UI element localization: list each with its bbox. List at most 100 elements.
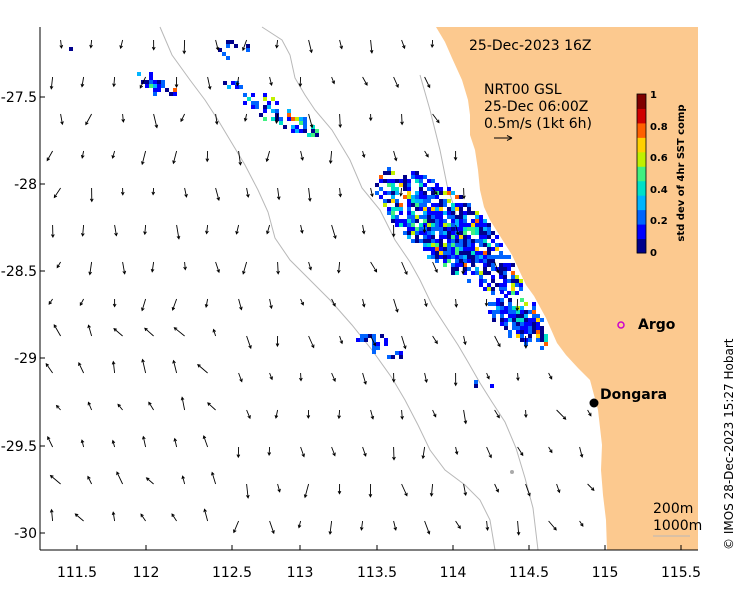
sst-pixel bbox=[520, 326, 524, 330]
sst-pixel bbox=[226, 56, 230, 60]
sst-pixel bbox=[399, 211, 403, 215]
current-vector-arrow bbox=[275, 335, 280, 348]
sst-pixel bbox=[419, 207, 423, 211]
sst-pixel bbox=[230, 40, 234, 44]
sst-pixel bbox=[499, 263, 503, 267]
sst-pixel bbox=[419, 227, 423, 231]
sst-variance-layer bbox=[69, 40, 548, 388]
sst-pixel bbox=[459, 259, 463, 263]
sst-pixel bbox=[161, 80, 165, 84]
sst-pixel bbox=[483, 287, 487, 291]
sst-pixel bbox=[483, 259, 487, 263]
sst-pixel bbox=[516, 314, 520, 318]
current-vector-arrow bbox=[49, 474, 61, 485]
current-vector-arrow bbox=[215, 261, 220, 274]
sst-pixel bbox=[447, 191, 451, 195]
sst-pixel bbox=[372, 338, 376, 342]
sst-pixel bbox=[391, 187, 395, 191]
sst-pixel bbox=[439, 215, 443, 219]
sst-pixel bbox=[415, 227, 419, 231]
sst-pixel bbox=[267, 105, 271, 109]
sst-pixel bbox=[532, 314, 536, 318]
current-vector-arrow bbox=[46, 150, 53, 162]
colorbar-step bbox=[637, 224, 646, 240]
x-tick-label: 113.5 bbox=[357, 565, 397, 581]
sst-pixel bbox=[491, 275, 495, 279]
sst-pixel bbox=[459, 239, 463, 243]
current-vector-arrow bbox=[297, 520, 302, 529]
sst-pixel bbox=[419, 215, 423, 219]
sst-pixel bbox=[395, 191, 399, 195]
current-vector-arrow bbox=[143, 224, 147, 236]
current-vector-arrow bbox=[424, 150, 429, 158]
sst-pixel bbox=[149, 84, 153, 88]
sst-pixel bbox=[455, 235, 459, 239]
sst-pixel bbox=[504, 306, 508, 310]
sst-pixel bbox=[463, 215, 467, 219]
sst-pixel bbox=[475, 251, 479, 255]
y-tick-label: -28.5 bbox=[1, 264, 37, 280]
sst-pixel bbox=[451, 247, 455, 251]
sst-pixel bbox=[435, 247, 439, 251]
current-vector-arrow bbox=[214, 113, 219, 125]
current-vector-arrow bbox=[298, 76, 303, 88]
sst-pixel bbox=[383, 171, 387, 175]
sst-pixel bbox=[524, 314, 528, 318]
sst-pixel bbox=[447, 247, 451, 251]
current-vector-arrow bbox=[432, 113, 440, 124]
sst-pixel bbox=[503, 271, 507, 275]
current-vector-arrow bbox=[463, 335, 467, 346]
sst-pixel bbox=[411, 227, 415, 231]
sst-pixel bbox=[415, 171, 419, 175]
sst-pixel bbox=[487, 231, 491, 235]
sst-pixel bbox=[427, 207, 431, 211]
credit-label: © IMOS 28-Dec-2023 15:27 Hobart bbox=[722, 338, 736, 550]
sst-pixel bbox=[379, 195, 383, 199]
current-vector-arrow bbox=[485, 520, 490, 531]
current-vector-arrow bbox=[361, 298, 366, 308]
current-vector-arrow bbox=[139, 76, 147, 89]
sst-pixel bbox=[387, 179, 391, 183]
current-vector-arrow bbox=[153, 113, 159, 129]
sst-pixel bbox=[519, 279, 523, 283]
sst-pixel bbox=[443, 235, 447, 239]
sst-pixel bbox=[439, 235, 443, 239]
sst-pixel bbox=[443, 211, 447, 215]
sst-pixel bbox=[475, 211, 479, 215]
sst-pixel bbox=[496, 310, 500, 314]
sst-pixel bbox=[451, 227, 455, 231]
current-vector-arrow bbox=[49, 76, 54, 90]
sst-pixel bbox=[157, 88, 161, 92]
current-vector-arrow bbox=[276, 187, 281, 201]
current-vector-arrow bbox=[116, 471, 124, 485]
sst-pixel bbox=[435, 195, 439, 199]
sst-pixel bbox=[475, 259, 479, 263]
sst-pixel bbox=[455, 223, 459, 227]
sst-pixel bbox=[403, 223, 407, 227]
sst-pixel bbox=[383, 203, 387, 207]
sst-pixel bbox=[515, 275, 519, 279]
current-vector-arrow bbox=[89, 39, 93, 49]
sst-pixel bbox=[520, 338, 524, 342]
sst-pixel bbox=[474, 384, 478, 388]
sst-pixel bbox=[483, 263, 487, 267]
current-vector-arrow bbox=[548, 446, 553, 454]
current-vector-arrow bbox=[339, 39, 344, 50]
sst-pixel bbox=[483, 251, 487, 255]
sst-pixel bbox=[467, 251, 471, 255]
sst-pixel bbox=[499, 283, 503, 287]
current-vector-arrow bbox=[362, 76, 368, 86]
sst-pixel bbox=[411, 239, 415, 243]
sst-pixel bbox=[504, 322, 508, 326]
sst-pixel bbox=[447, 243, 451, 247]
sst-pixel bbox=[415, 199, 419, 203]
sst-pixel bbox=[419, 223, 423, 227]
current-vector-arrow bbox=[338, 187, 343, 198]
colorbar: 1 0.8 0.6 0.4 0.2 0 std dev of 4hr SST c… bbox=[636, 90, 687, 259]
sst-pixel bbox=[499, 267, 503, 271]
sst-pixel bbox=[491, 291, 495, 295]
current-vector-arrow bbox=[524, 335, 528, 349]
sst-pixel bbox=[411, 199, 415, 203]
sst-pixel bbox=[395, 219, 399, 223]
current-vector-arrow bbox=[393, 150, 398, 162]
